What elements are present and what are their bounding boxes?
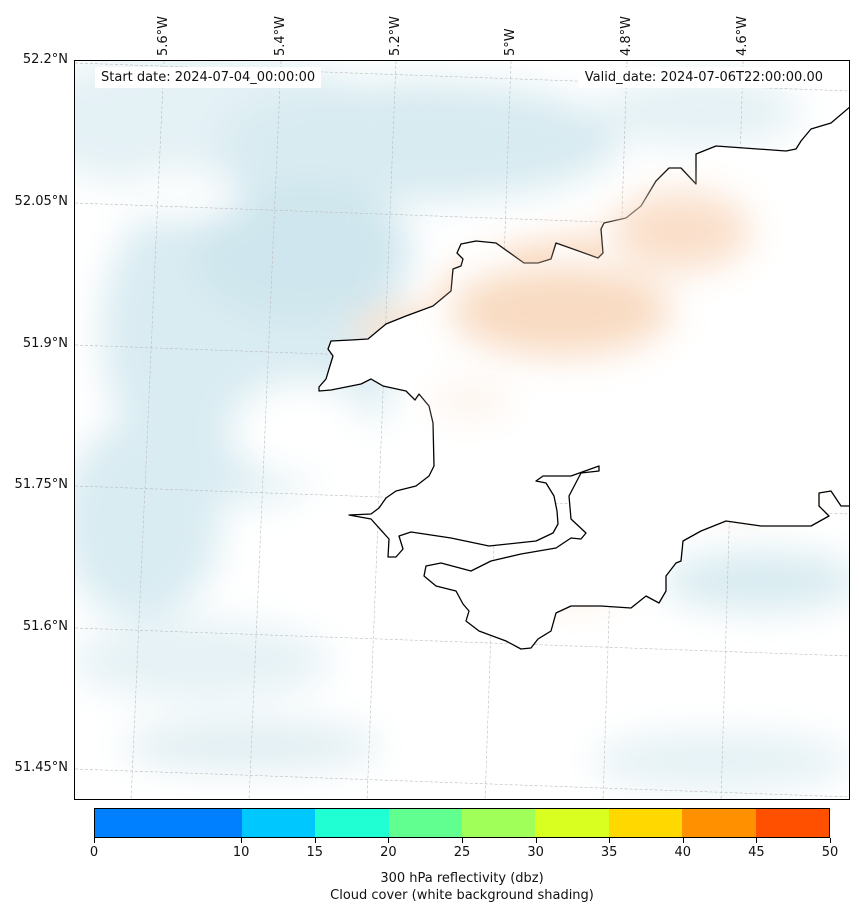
colorbar-tick-mark — [94, 838, 95, 843]
colorbar-tick-label: 45 — [748, 845, 765, 860]
colorbar-tick-label: 0 — [89, 845, 99, 860]
lon-label: 4.6°W — [735, 15, 750, 56]
colorbar-segment — [241, 809, 316, 837]
colorbar-tick-label: 15 — [306, 845, 324, 860]
colorbar-tick-mark — [314, 838, 316, 843]
colorbar-segment — [315, 809, 389, 837]
colorbar-tick-label: 30 — [527, 845, 544, 860]
lat-label: 52.05°N — [14, 194, 68, 209]
lat-label: 51.6°N — [22, 619, 68, 634]
colorbar-segment — [608, 809, 683, 837]
lat-label: 52.2°N — [22, 52, 68, 67]
colorbar-tick-label: 25 — [453, 845, 471, 860]
colorbar-segment — [95, 809, 242, 837]
lat-label: 51.75°N — [14, 477, 68, 492]
lat-label: 51.9°N — [22, 336, 68, 351]
lon-label: 5.2°W — [388, 15, 403, 56]
lon-label: 5.6°W — [156, 15, 171, 56]
colorbar-tick-mark — [462, 838, 463, 843]
colorbar — [94, 808, 830, 838]
colorbar-tick-label: 35 — [600, 845, 618, 860]
map-canvas — [75, 61, 849, 799]
colorbar-tick-mark — [682, 838, 684, 843]
lat-label: 51.45°N — [14, 760, 68, 775]
lon-label: 5.4°W — [273, 15, 288, 56]
map-panel[interactable] — [74, 60, 850, 800]
colorbar-tick-label: 40 — [674, 845, 692, 860]
colorbar-tick-mark — [830, 838, 831, 843]
colorbar-tick-label: 50 — [821, 845, 839, 860]
colorbar-segment — [535, 809, 609, 837]
start-date-label: Start date: 2024-07-04_00:00:00 — [95, 67, 322, 88]
colorbar-tick-mark — [756, 838, 758, 843]
colorbar-tick-mark — [388, 838, 390, 843]
lon-label: 5°W — [503, 28, 518, 56]
colorbar-segment — [461, 809, 536, 837]
colorbar-label: 300 hPa reflectivity (dbz) — [380, 871, 544, 886]
colorbar-tick-label: 20 — [380, 845, 397, 860]
lon-label: 4.8°W — [619, 15, 634, 56]
colorbar-tick-mark — [241, 838, 243, 843]
colorbar-segment — [388, 809, 462, 837]
colorbar-tick-mark — [535, 838, 537, 843]
valid-date-label: Valid_date: 2024-07-06T22:00:00.00 — [578, 67, 829, 88]
colorbar-segment — [682, 809, 756, 837]
colorbar-segment — [755, 809, 829, 837]
colorbar-tick-label: 10 — [232, 845, 250, 860]
colorbar-tick-mark — [609, 838, 611, 843]
colorbar-sublabel: Cloud cover (white background shading) — [330, 888, 594, 903]
